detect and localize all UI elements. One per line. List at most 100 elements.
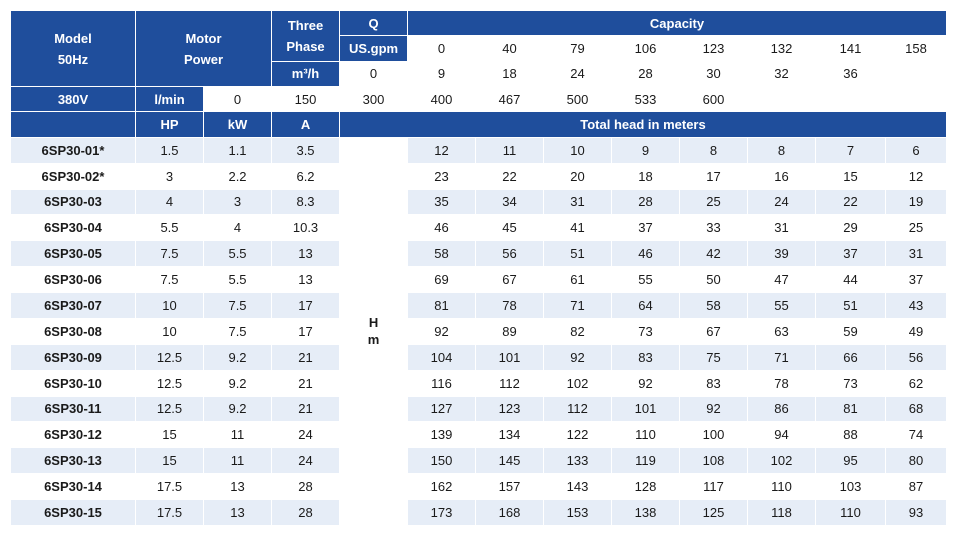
head-value-cell: 74 [885,421,947,449]
head-value-cell: 12 [885,162,947,190]
head-value-cell: 145 [475,447,545,475]
head-value-cell: 101 [611,395,681,423]
amp-cell: 13 [271,240,341,268]
motor-power-header: Motor Power [134,9,273,88]
capacity-value: 141 [815,35,887,62]
kw-cell: 9.2 [202,395,273,423]
model-cell: 6SP30-01* [10,136,136,164]
head-value-cell: 28 [611,188,681,216]
kw-cell: 5.5 [202,266,273,294]
kw-cell: 7.5 [202,292,273,319]
head-value-cell: 33 [679,214,749,242]
amp-cell: 21 [271,395,341,423]
model-subheader-empty [10,111,136,138]
head-value-cell: 122 [543,421,613,449]
head-value-cell: 46 [611,240,681,268]
capacity-value: 150 [271,86,341,113]
head-value-cell: 71 [543,292,613,319]
head-value-cell: 12 [407,136,477,164]
head-value-cell: 102 [543,369,613,397]
hp-cell: 10 [135,317,204,345]
head-value-cell: 50 [679,266,749,294]
head-value-cell: 134 [475,421,545,449]
head-value-cell: 35 [407,188,477,216]
head-value-cell: 100 [679,421,749,449]
kw-cell: 3 [202,188,273,216]
head-value-cell: 29 [815,214,887,242]
head-value-cell: 127 [407,395,477,423]
head-value-cell: 119 [611,447,681,475]
pump-spec-table: Model 50Hz Motor Power Three Phase Q Cap… [10,9,947,527]
kw-cell: 1.1 [202,136,273,164]
head-value-cell: 23 [407,162,477,190]
head-value-cell: 62 [885,369,947,397]
head-value-cell: 102 [747,447,817,475]
head-value-cell: 88 [815,421,887,449]
table-row: 6SP30-04 5.5 4 10.3 46 45 41 37 33 31 29 25 [10,214,947,242]
capacity-value: 32 [747,60,817,88]
table-row: 6SP30-10 12.5 9.2 21 116 112 102 92 83 78 73 62 [10,369,947,397]
table-row: 6SP30-09 12.5 9.2 21 104 101 92 83 75 71 66 56 [10,343,947,371]
unit-label: US.gpm [339,35,409,62]
amp-cell: 10.3 [271,214,341,242]
capacity-value: 400 [407,86,477,113]
amp-cell: 24 [271,447,341,475]
head-value-cell: 93 [885,499,947,526]
head-value-cell: 64 [611,292,681,319]
head-value-cell: 18 [611,162,681,190]
capacity-value: 36 [815,60,887,88]
hp-cell: 10 [135,292,204,319]
three-phase-header: Three Phase [271,10,341,62]
hp-cell: 12.5 [135,343,204,371]
amp-cell: 13 [271,266,341,294]
head-value-cell: 67 [475,266,545,294]
head-value-cell: 37 [815,240,887,268]
table-row: 6SP30-03 4 3 8.3 35 34 31 28 25 24 22 19 [10,188,947,216]
head-value-cell: 81 [815,395,887,423]
amp-cell: 21 [271,343,341,371]
head-value-cell: 69 [407,266,477,294]
head-value-cell: 78 [747,369,817,397]
head-value-cell: 51 [815,292,887,319]
head-value-cell: 75 [679,343,749,371]
head-value-cell: 133 [543,447,613,475]
table-row: 6SP30-15 17.5 13 28 173 168 153 138 125 118 110 93 [10,499,947,526]
head-value-cell: 92 [543,343,613,371]
head-value-cell: 162 [407,473,477,501]
head-value-cell: 173 [407,499,477,526]
model-cell: 6SP30-09 [10,343,136,371]
head-value-cell: 80 [885,447,947,475]
head-h-label: H [368,315,379,331]
hp-cell: 15 [135,421,204,449]
head-value-cell: 22 [815,188,887,216]
head-value-cell: 25 [679,188,749,216]
capacity-value: 79 [543,35,613,62]
head-value-cell: 31 [885,240,947,268]
head-value-cell: 22 [475,162,545,190]
head-value-cell: 16 [747,162,817,190]
head-value-cell: 78 [475,292,545,319]
hp-cell: 12.5 [135,369,204,397]
table-row: 6SP30-02* 3 2.2 6.2 23 22 20 18 17 16 15 12 [10,162,947,190]
head-value-cell: 45 [475,214,545,242]
model-cell: 6SP30-02* [10,162,136,190]
amp-cell: 17 [271,292,341,319]
table-row: 6SP30-08 10 7.5 17 92 89 82 73 67 63 59 49 [10,317,947,345]
head-value-cell: 6 [885,136,947,164]
hp-cell: 12.5 [135,395,204,423]
capacity-value: 24 [543,60,613,88]
capacity-value: 40 [475,35,545,62]
hp-cell: 5.5 [135,214,204,242]
model-cell: 6SP30-05 [10,240,136,268]
head-value-cell: 58 [679,292,749,319]
capacity-value: 467 [475,86,545,113]
head-value-cell: 157 [475,473,545,501]
table-row: 6SP30-14 17.5 13 28 162 157 143 128 117 110 103 87 [10,473,947,501]
head-value-cell: 92 [611,369,681,397]
kw-cell: 2.2 [202,162,273,190]
head-value-cell: 56 [475,240,545,268]
table-row: 6SP30-05 7.5 5.5 13 58 56 51 46 42 39 37 31 [10,240,947,268]
capacity-value: 9 [407,60,477,88]
head-value-cell: 31 [543,188,613,216]
head-value-cell: 128 [611,473,681,501]
